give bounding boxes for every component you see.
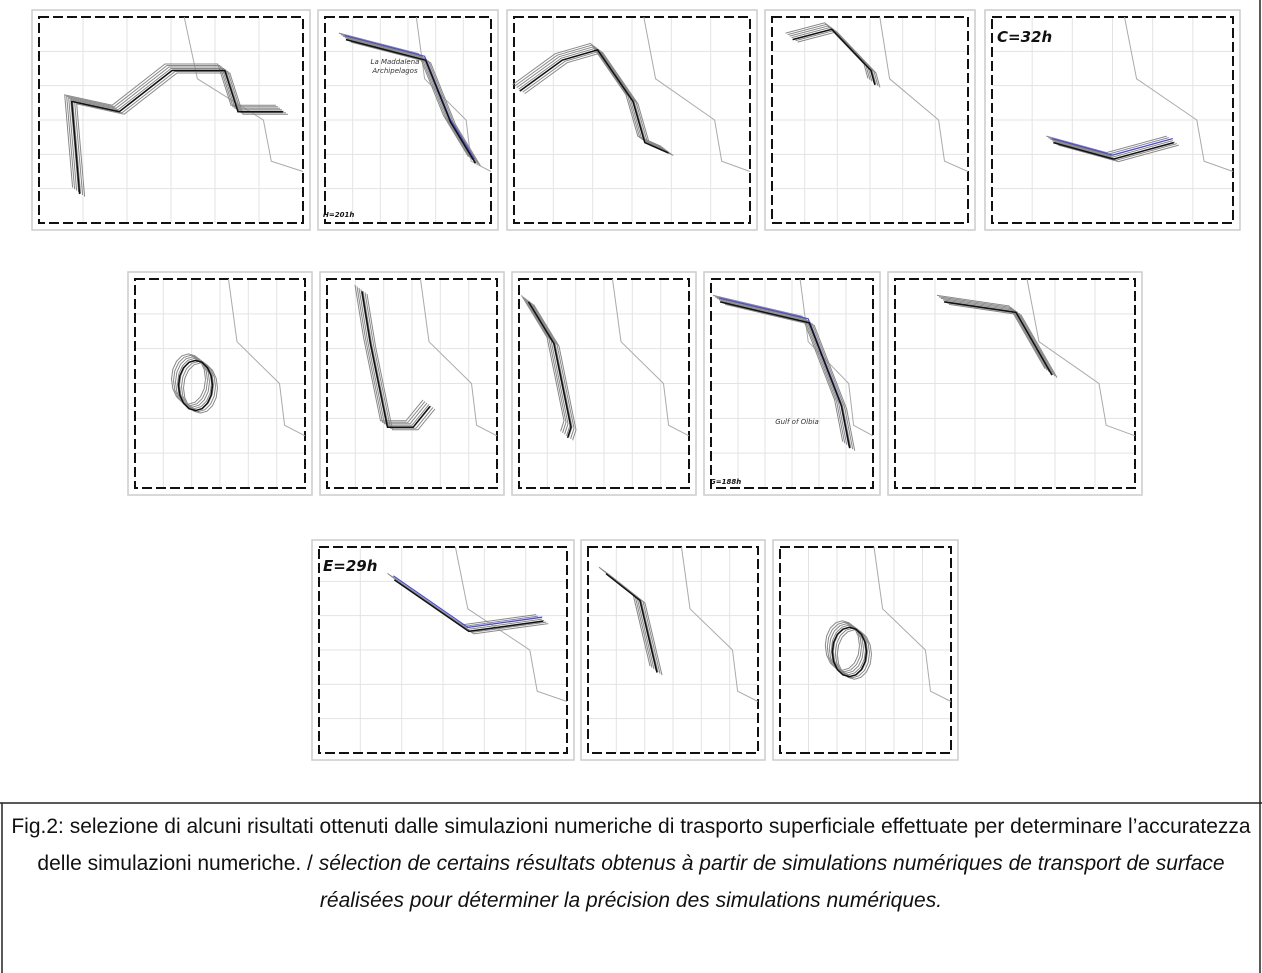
mean-trajectory (393, 579, 544, 633)
trajectory (182, 362, 218, 414)
map-border (513, 16, 751, 224)
trajectory (940, 297, 1050, 372)
trajectory (1052, 140, 1173, 158)
coastline (681, 546, 759, 702)
coastline (612, 278, 690, 437)
observed-track (1052, 138, 1173, 156)
coastline (873, 546, 952, 702)
caption-translation: sélection de certains résultats obtenus … (318, 852, 1225, 912)
panel-label: E=29h (323, 557, 378, 575)
trajectory (610, 575, 663, 676)
trajectory (356, 286, 426, 423)
trajectory (531, 302, 575, 439)
coastline (183, 16, 304, 172)
map-border (326, 278, 498, 489)
trajectory (358, 287, 428, 425)
trajectory (712, 294, 844, 442)
map-border (518, 278, 690, 489)
trajectory (350, 41, 481, 166)
panel-label: C=32h (997, 28, 1053, 46)
coastline (1026, 278, 1136, 437)
map-border (894, 278, 1136, 489)
trajectory (938, 296, 1048, 371)
map-border (318, 546, 568, 754)
trajectory (836, 629, 872, 680)
mean-trajectory (943, 301, 1053, 376)
mean-trajectory (345, 38, 477, 164)
panel-label: G=188h (710, 478, 742, 486)
trajectory (716, 297, 848, 445)
mean-trajectory (831, 626, 868, 678)
coastline (420, 278, 498, 437)
trajectory (1058, 144, 1179, 163)
mean-trajectory (519, 49, 669, 154)
map-border (587, 546, 759, 754)
trajectory (523, 296, 567, 433)
trajectory (364, 292, 434, 429)
trajectory (338, 32, 469, 157)
coastline (454, 546, 568, 702)
trajectory (936, 294, 1046, 369)
map-border (134, 278, 306, 489)
coastline (879, 16, 969, 172)
map-border (771, 16, 969, 224)
coastline (1124, 16, 1234, 172)
place-name: La Maddalena Archipelagos (370, 58, 420, 75)
map-border (779, 546, 952, 754)
trajectory (724, 303, 856, 451)
trajectory (354, 284, 424, 422)
mean-trajectory (177, 359, 214, 412)
map-border (324, 16, 492, 224)
trajectory (366, 293, 436, 431)
trajectory (66, 65, 278, 190)
map-border (38, 16, 304, 224)
mean-trajectory (361, 291, 431, 429)
trajectory (76, 72, 288, 197)
trajectory (68, 66, 280, 191)
mean-trajectory (1053, 141, 1174, 160)
trajectory (64, 63, 276, 188)
map-border (710, 278, 874, 489)
trajectory (399, 581, 549, 635)
place-name: Gulf of Olbia (775, 418, 819, 426)
mean-trajectory (719, 301, 851, 449)
coastline (228, 278, 306, 437)
trajectory (342, 35, 473, 160)
coastline (643, 16, 751, 172)
mean-trajectory (70, 69, 283, 195)
trajectory (521, 295, 565, 432)
trajectory (529, 301, 573, 438)
panel-label: H=201h (323, 211, 355, 219)
mean-trajectory (605, 573, 658, 673)
map-border (991, 16, 1234, 224)
caption-text: Fig.2: selezione di alcuni risultati ott… (11, 815, 1251, 875)
caption: Fig.2: selezione di alcuni risultati ott… (4, 808, 1258, 919)
mean-trajectory (792, 28, 876, 86)
observed-track (393, 575, 543, 629)
trajectory (797, 31, 881, 88)
mean-trajectory (527, 301, 572, 439)
trajectory (533, 304, 577, 441)
trajectory (948, 303, 1058, 378)
trajectory (1046, 135, 1167, 154)
